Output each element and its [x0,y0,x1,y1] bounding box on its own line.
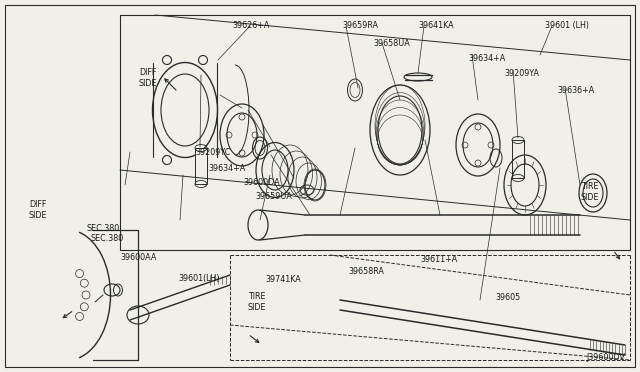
Ellipse shape [198,155,207,164]
Text: 39600DA: 39600DA [243,177,280,186]
Text: 39658RA: 39658RA [348,267,384,276]
Text: TIRE
SIDE: TIRE SIDE [248,292,266,312]
Text: 39636+A: 39636+A [557,86,595,94]
Text: TIRE
SIDE: TIRE SIDE [580,182,599,202]
Text: 39659UA: 39659UA [255,192,292,201]
Ellipse shape [198,55,207,64]
Text: 39209YC: 39209YC [195,148,230,157]
Text: 39658UA: 39658UA [373,38,410,48]
Bar [512,140,524,178]
Text: J39600DV: J39600DV [586,353,625,362]
Text: 39611+A: 39611+A [420,256,457,264]
Text: 39659RA: 39659RA [342,20,378,29]
Text: 39209YA: 39209YA [504,68,539,77]
Text: 39634+A: 39634+A [468,54,505,62]
Text: DIFF
SIDE: DIFF SIDE [139,68,157,88]
Text: 39605: 39605 [495,294,520,302]
Text: 39634+A: 39634+A [208,164,245,173]
Text: SEC.380: SEC.380 [90,234,124,243]
Text: 39741KA: 39741KA [265,276,301,285]
Text: 39626+A: 39626+A [232,20,269,29]
Text: 39641KA: 39641KA [418,20,454,29]
Ellipse shape [163,55,172,64]
Text: SEC.380: SEC.380 [86,224,119,232]
Text: 39600AA: 39600AA [120,253,156,263]
Text: 39601 (LH): 39601 (LH) [545,20,589,29]
Text: DIFF
SIDE: DIFF SIDE [29,200,47,220]
Text: 39601(LH): 39601(LH) [178,273,220,282]
Ellipse shape [163,155,172,164]
Bar [195,148,207,184]
